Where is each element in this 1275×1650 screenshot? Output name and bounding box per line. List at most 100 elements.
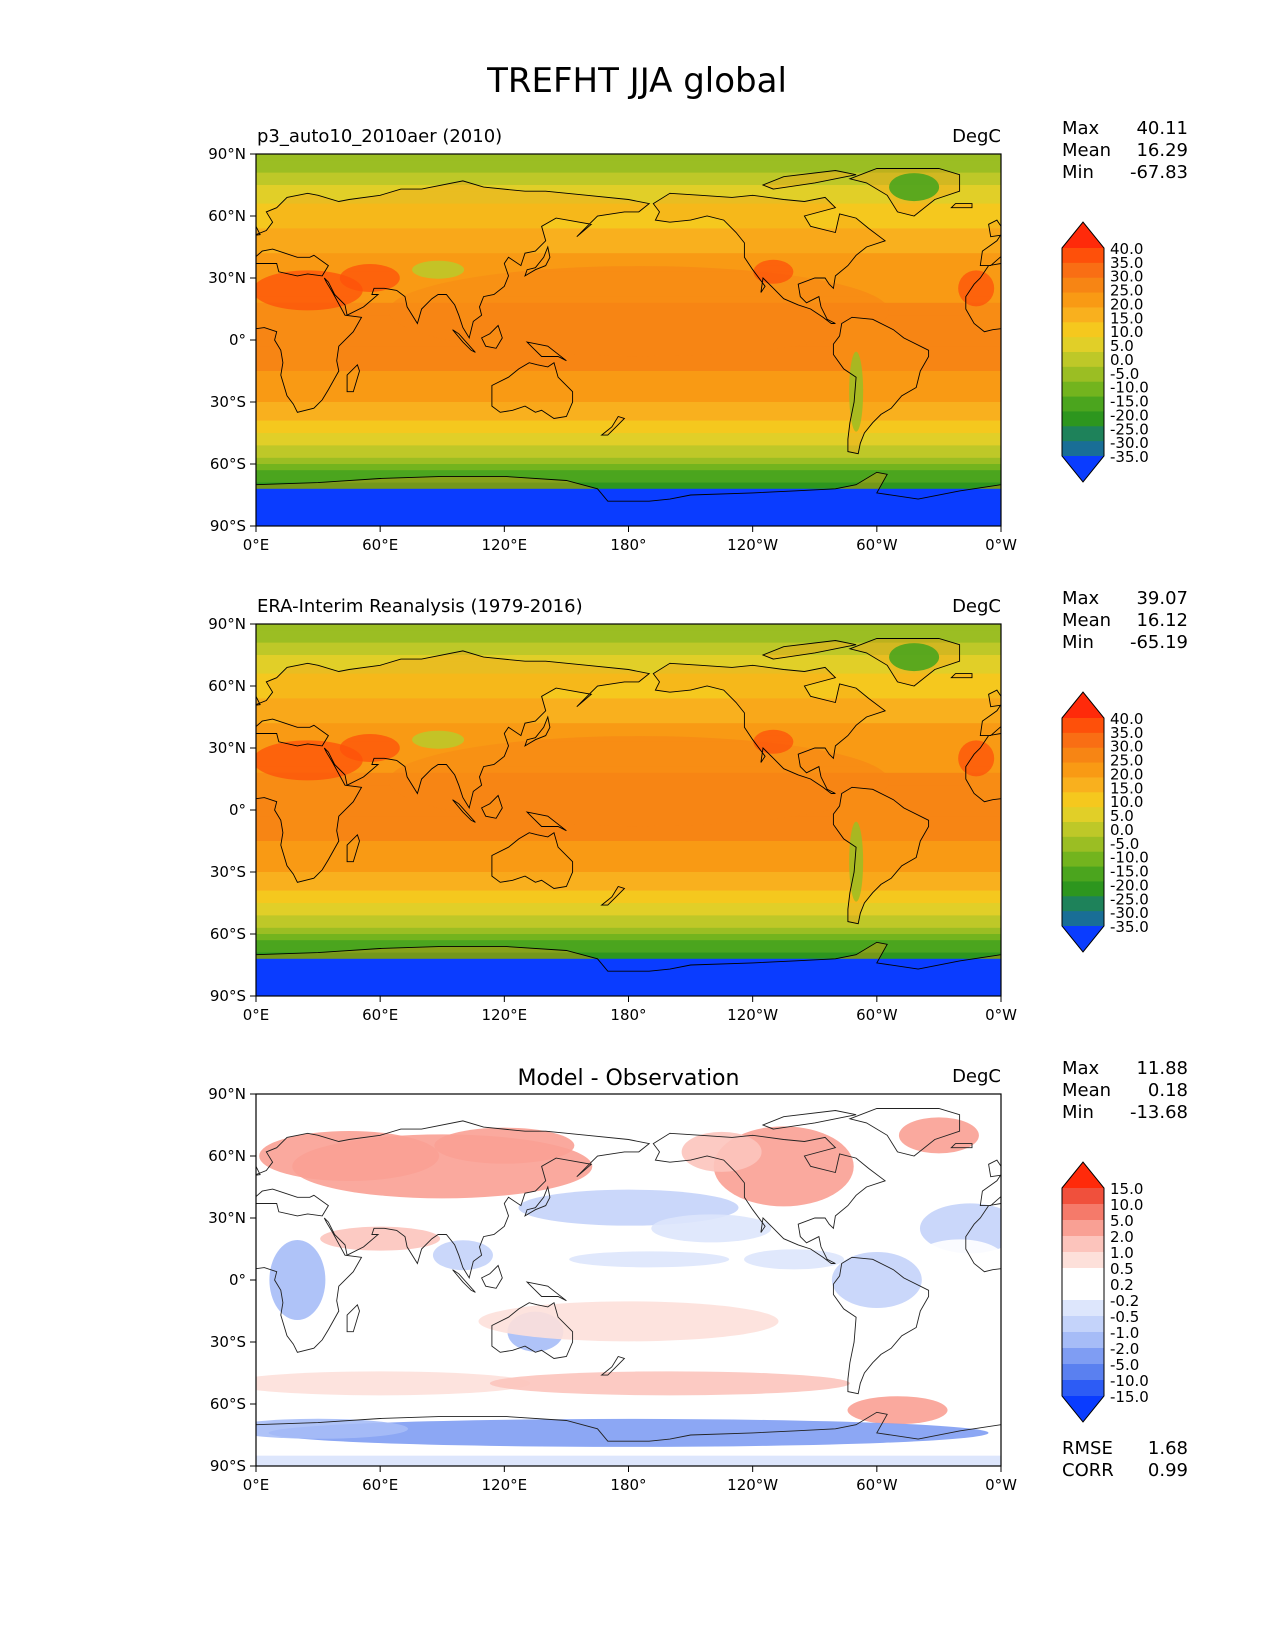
colorbar-label: 35.0 <box>1110 724 1143 742</box>
colorbar-swatch <box>1062 441 1104 457</box>
greenland-ice-region <box>889 173 940 202</box>
coastline-madagascar-land <box>346 363 360 393</box>
colorbar-label: 15.0 <box>1110 309 1143 327</box>
antarctic-cold-region <box>256 958 1001 996</box>
temperature-band <box>256 934 1001 941</box>
stat-label: Mean <box>1062 1080 1111 1101</box>
extra-stat-value: 0.99 <box>1148 1460 1188 1481</box>
stat-value: -65.19 <box>1130 632 1188 653</box>
stat-value: -67.83 <box>1130 162 1188 183</box>
hot-region <box>256 740 363 781</box>
x-tick-label: 120°W <box>727 1006 778 1024</box>
colorbar-swatch <box>1062 396 1104 412</box>
temperature-band <box>256 946 1001 954</box>
x-tick-label: 60°W <box>856 1476 898 1494</box>
colorbar-label: 0.0 <box>1110 821 1134 839</box>
temperature-band <box>256 642 1001 650</box>
temperature-band <box>256 476 1001 484</box>
temperature-band <box>256 909 1001 916</box>
difference-blob <box>256 1371 531 1396</box>
colorbar-swatch <box>1062 307 1104 323</box>
difference-blob <box>831 1252 922 1308</box>
colorbar-swatch <box>1062 1300 1104 1317</box>
coastline-eurasia-africa-land <box>965 234 1001 333</box>
temperature-band <box>256 903 1001 910</box>
temperature-band <box>256 433 1001 440</box>
temperature-band <box>256 865 1001 873</box>
temperature-band <box>256 203 1001 211</box>
difference-blob <box>256 1418 409 1439</box>
coastline-australia-land <box>491 831 574 889</box>
temperature-band <box>256 247 1001 254</box>
colorbar-label: 35.0 <box>1110 254 1143 272</box>
fill-iceland-land <box>951 673 972 678</box>
temperature-band <box>256 952 1001 960</box>
coastline-greenland-land <box>848 168 961 217</box>
temperature-band <box>256 228 1001 236</box>
difference-blob <box>432 1240 493 1271</box>
stat-label: Max <box>1062 588 1100 609</box>
units-label: DegC <box>952 596 1001 617</box>
temperature-band <box>256 915 1001 923</box>
panel-difference: Model - Observation DegC 0°E 60°E 120°E 180° 1… <box>208 1058 1188 1494</box>
colorbar-swatch <box>1062 896 1104 912</box>
stat-value: 40.11 <box>1136 118 1188 139</box>
map-area: 0°E 60°E 120°E 180° 120°W 60°W 0°W 90°N 60°N 30°N… <box>208 1085 1017 1494</box>
colorbar-label: 5.0 <box>1110 807 1134 825</box>
colorbar-swatch <box>1062 411 1104 427</box>
x-tick-label: 120°W <box>727 1476 778 1494</box>
fill-japan-land <box>525 717 550 746</box>
temperature-band <box>256 358 1001 366</box>
colorbar-label: -5.0 <box>1110 835 1139 853</box>
temperature-band <box>256 209 1001 217</box>
colorbar-swatch <box>1062 292 1104 308</box>
colorbar-label: 1.0 <box>1110 1244 1134 1262</box>
temperature-band <box>256 185 1001 192</box>
coastline-eurasia-africa-land <box>256 1120 651 1353</box>
colorbar-label: -30.0 <box>1110 434 1149 452</box>
fill-uk-land <box>988 690 1001 707</box>
coastline-canadian-archipelago-land <box>761 1110 857 1130</box>
colorbar-outline <box>1061 691 1105 953</box>
temperature-band <box>256 389 1001 397</box>
coastline-south-america-land <box>832 1256 930 1395</box>
colorbar-swatch <box>1062 1316 1104 1333</box>
x-tick-label: 0°W <box>985 1476 1017 1494</box>
colorbar-label: 25.0 <box>1110 752 1143 770</box>
fill-uk-land <box>988 220 1001 237</box>
coastline-sumatra-land <box>452 799 476 823</box>
x-tick-label: 120°E <box>482 1006 528 1024</box>
temperature-band <box>256 457 1001 465</box>
x-tick-label: 0°W <box>985 1006 1017 1024</box>
colorbar-label: 2.0 <box>1110 1228 1134 1246</box>
temperature-band <box>256 853 1001 861</box>
colorbar-swatch <box>1062 1204 1104 1221</box>
colorbar-label: 0.0 <box>1110 351 1134 369</box>
temperature-band <box>256 178 1001 186</box>
hot-region <box>958 740 995 777</box>
temperature-band <box>256 414 1001 422</box>
colorbar-label: -15.0 <box>1110 393 1149 411</box>
fill-sumatra-land <box>452 799 476 823</box>
panels: p3_auto10_2010aer (2010) DegC 0°E 60°E 120°E… <box>208 118 1188 1494</box>
colorbar-swatch <box>1062 1348 1104 1365</box>
coastline-north-america-land <box>652 192 887 324</box>
temperature-band <box>256 197 1001 205</box>
y-tick-label: 0° <box>229 331 246 349</box>
temperature-band <box>256 723 1001 730</box>
hot-region <box>958 270 995 307</box>
stat-value: 39.07 <box>1136 588 1188 609</box>
colorbar-swatch <box>1062 1268 1104 1285</box>
temperature-band <box>256 191 1001 198</box>
colorbar: 40.035.030.025.020.015.010.05.00.0-5.0-1… <box>1061 221 1149 483</box>
colorbar-swatch <box>1062 381 1104 398</box>
x-tick-label: 0°E <box>243 1476 270 1494</box>
coastline-borneo-land <box>480 324 503 349</box>
coastline-eurasia-africa-land <box>256 650 651 883</box>
fill-borneo-land <box>481 325 503 349</box>
colorbar-swatch <box>1062 732 1104 749</box>
y-tick-label: 30°S <box>210 1333 246 1351</box>
colorbar-swatch <box>1062 1332 1104 1349</box>
temperature-band <box>256 834 1001 842</box>
colorbar-swatch <box>1062 352 1104 368</box>
